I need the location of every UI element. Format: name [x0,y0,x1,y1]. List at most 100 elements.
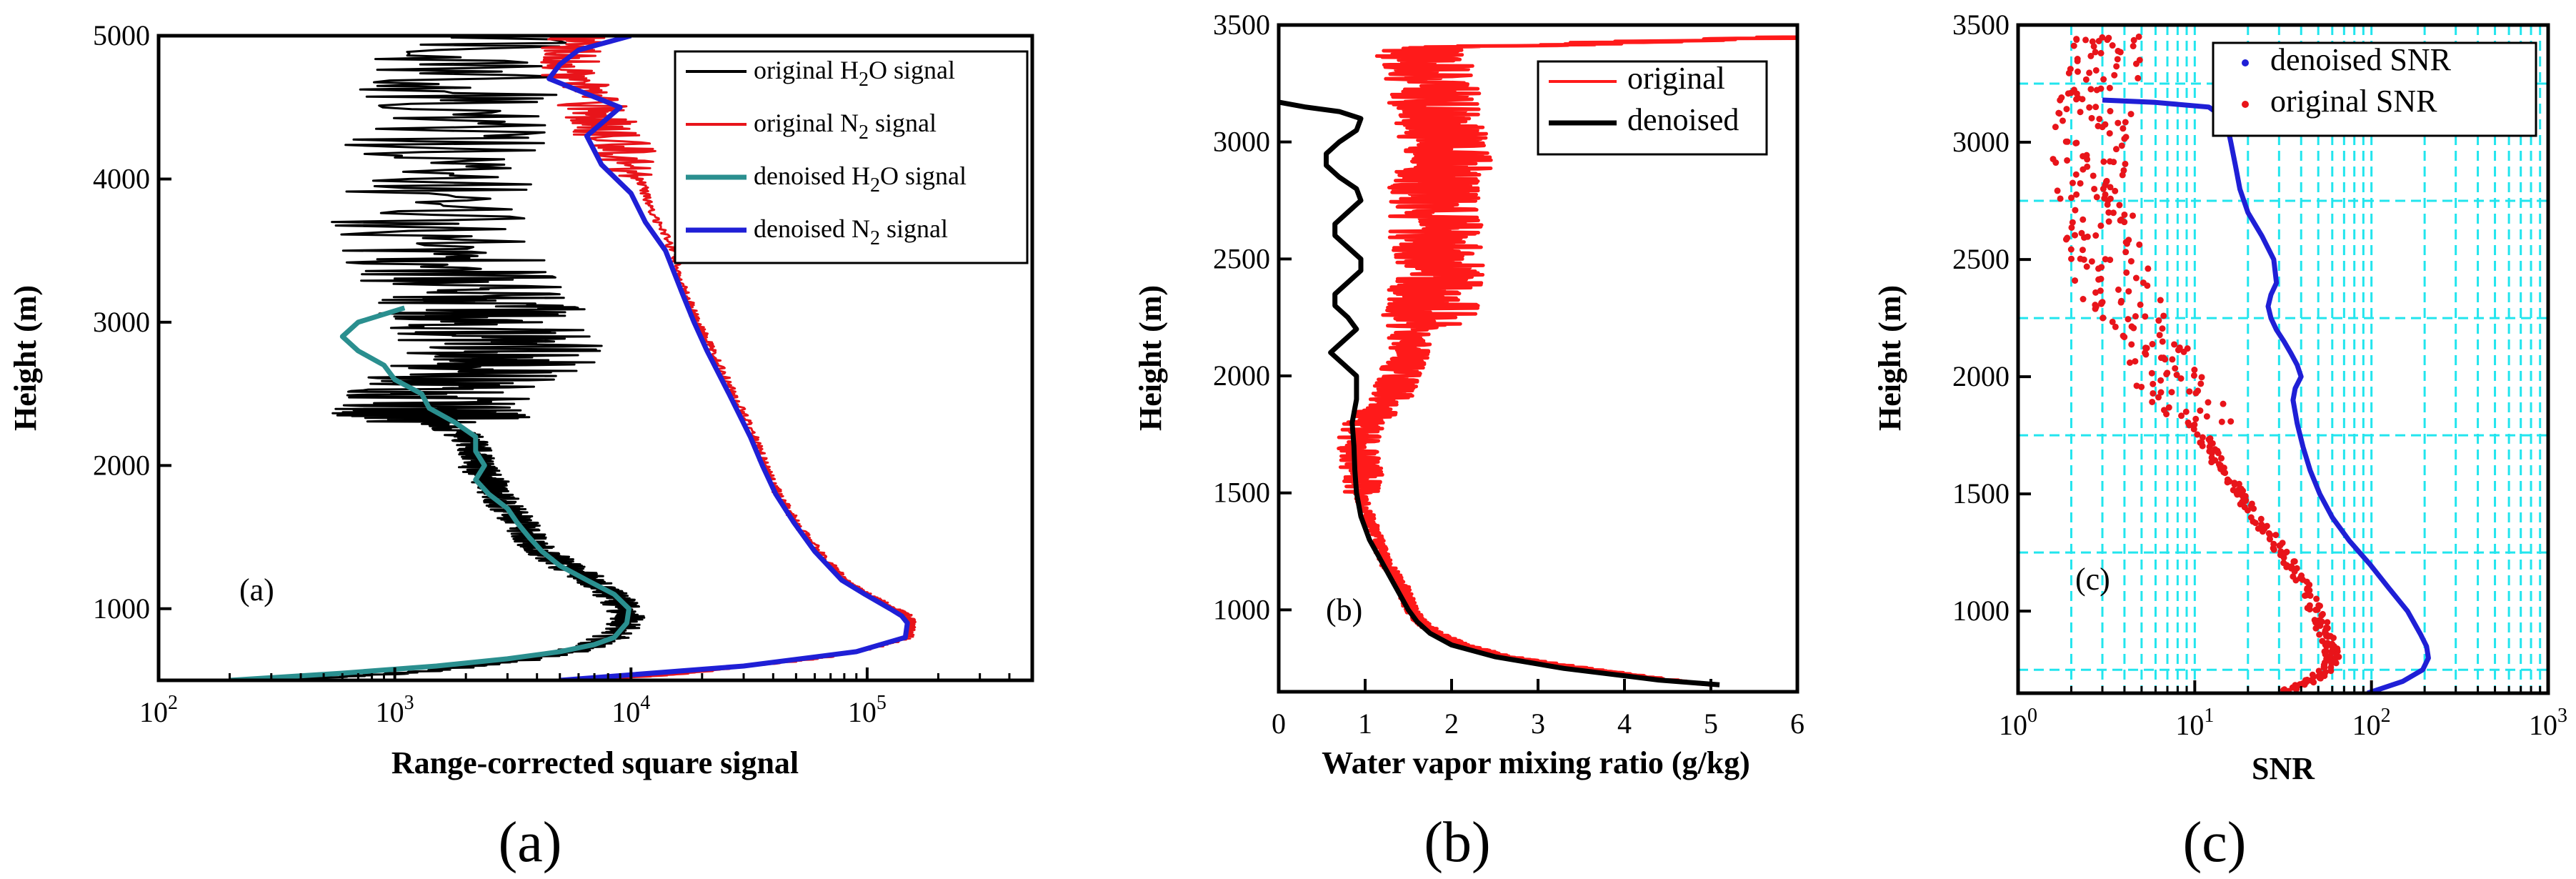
tick-exponent: 4 [640,692,650,714]
legend-label-part: original H [754,56,859,84]
data-point [2092,66,2100,74]
data-point [2175,347,2182,354]
data-point [2074,56,2081,63]
tick-exponent: 5 [877,692,887,714]
data-point [2149,398,2156,405]
data-point [2123,269,2130,276]
data-point [2095,37,2102,44]
data-point [2072,207,2079,214]
legend-label-part: original N [754,109,859,137]
data-point [2132,358,2139,365]
data-point [2218,418,2225,425]
legend-label: original H2O signal [754,56,955,91]
data-point [2092,289,2100,296]
data-point [2321,629,2328,636]
x-tick-label: 102 [139,692,178,728]
tick-base: 10 [2352,709,2381,741]
data-point [2093,86,2100,94]
data-point [2107,108,2114,115]
data-point [2215,461,2222,468]
data-point [2090,172,2097,179]
data-point [2150,389,2157,397]
data-point [2080,216,2087,223]
data-point [2077,180,2084,187]
data-point [2112,146,2120,153]
data-point [2315,672,2322,680]
x-tick-label: 4 [1617,707,1632,740]
data-point [2115,286,2122,293]
data-point [2330,657,2337,665]
data-point [2191,421,2198,428]
data-point [2080,166,2087,173]
data-point [2097,287,2104,294]
data-point [2127,359,2133,367]
data-point [2111,71,2118,79]
data-point [2185,419,2192,426]
legend-label: denoised N2 signal [754,214,948,249]
data-point [2182,408,2190,415]
data-point [2310,673,2317,680]
y-tick-label: 3000 [1952,126,2010,158]
x-tick-label: 100 [1999,705,2037,741]
y-tick-label: 2000 [93,449,150,481]
data-point [2155,394,2162,401]
panel-caption: (c) [2183,811,2247,874]
data-point [2157,354,2165,362]
legend-marker [2242,59,2249,66]
legend-label-subscript: 2 [859,69,869,91]
tick-base: 10 [1999,709,2027,741]
data-point [2220,465,2227,472]
panel-annotation: (c) [2075,562,2110,597]
data-point [2109,42,2116,49]
data-point [2112,187,2119,194]
y-axis-title: Height (m) [1133,285,1168,431]
data-point [2207,439,2214,446]
y-tick-label: 1000 [1213,593,1270,625]
data-point [2272,532,2280,539]
data-point [2330,635,2337,642]
data-point [2157,377,2165,384]
data-point [2157,389,2165,396]
data-point [2224,479,2231,486]
data-point [2235,480,2242,487]
data-point [2280,560,2287,567]
data-point [2105,209,2112,216]
data-point [2063,106,2070,113]
data-point [2088,114,2095,121]
data-point [2195,387,2202,394]
data-point [2097,49,2105,56]
data-point [2083,263,2090,270]
data-point [2130,43,2137,50]
data-point [2191,367,2198,374]
data-point [2136,241,2143,248]
x-tick-label: 105 [848,692,887,728]
data-point [2322,651,2329,658]
data-point [2092,104,2100,111]
plot-frame [156,34,1034,682]
data-point [2227,418,2235,425]
plot-frame [1277,23,1799,694]
tick-exponent: 2 [2381,705,2391,727]
y-tick-label: 1000 [1952,595,2010,627]
x-tick-label: 3 [1531,707,1545,740]
data-point [2052,124,2059,131]
data-point [2115,47,2122,54]
data-point [2198,439,2205,446]
data-point [2137,301,2144,308]
y-tick-label: 2000 [1952,360,2010,392]
data-point [2277,552,2284,559]
data-point [2121,211,2128,218]
legend: original denoised [1537,60,1768,156]
data-point [2116,202,2123,209]
data-point [2142,349,2149,357]
data-point [2159,325,2166,332]
data-point [2100,185,2107,192]
data-point [2089,38,2096,45]
data-point [2173,372,2180,379]
data-point [2215,450,2222,457]
data-point [2267,532,2274,539]
x-tick-label: 104 [611,692,650,728]
